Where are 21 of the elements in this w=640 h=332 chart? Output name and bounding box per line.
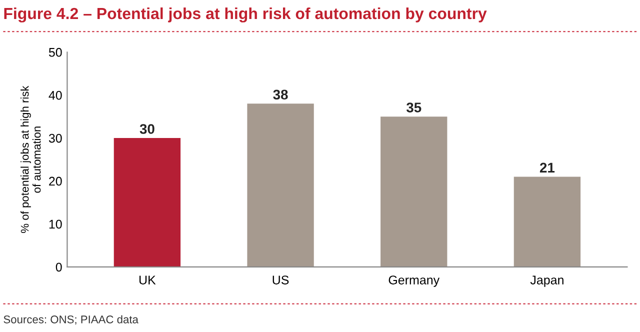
data-label: 38 [273, 90, 288, 100]
bar [514, 176, 581, 267]
data-label: 35 [406, 102, 422, 112]
y-tick-label: 40 [48, 90, 62, 100]
y-tick-label: 0 [56, 262, 62, 272]
x-tick-label: US [272, 276, 289, 284]
x-tick-label: Germany [388, 276, 440, 287]
bar [114, 138, 181, 267]
y-tick-label: 30 [48, 134, 62, 143]
data-label: 30 [140, 124, 154, 134]
bar [247, 104, 314, 267]
source-note: Sources: ONS; PIAAC data [4, 315, 138, 325]
data-label: 21 [540, 162, 555, 172]
y-tick-label: 20 [49, 176, 62, 186]
bar [380, 116, 448, 267]
y-axis-title: % of potential jobs at high risk of automation [20, 86, 41, 233]
y-tick-label: 50 [48, 48, 62, 57]
x-tick-label: Japan [530, 276, 564, 287]
y-tick-label: 10 [49, 220, 62, 229]
chart-title: Figure 4.2 – Potential jobs at high risk of automation by country [4, 7, 487, 22]
x-tick-label: UK [139, 276, 156, 284]
